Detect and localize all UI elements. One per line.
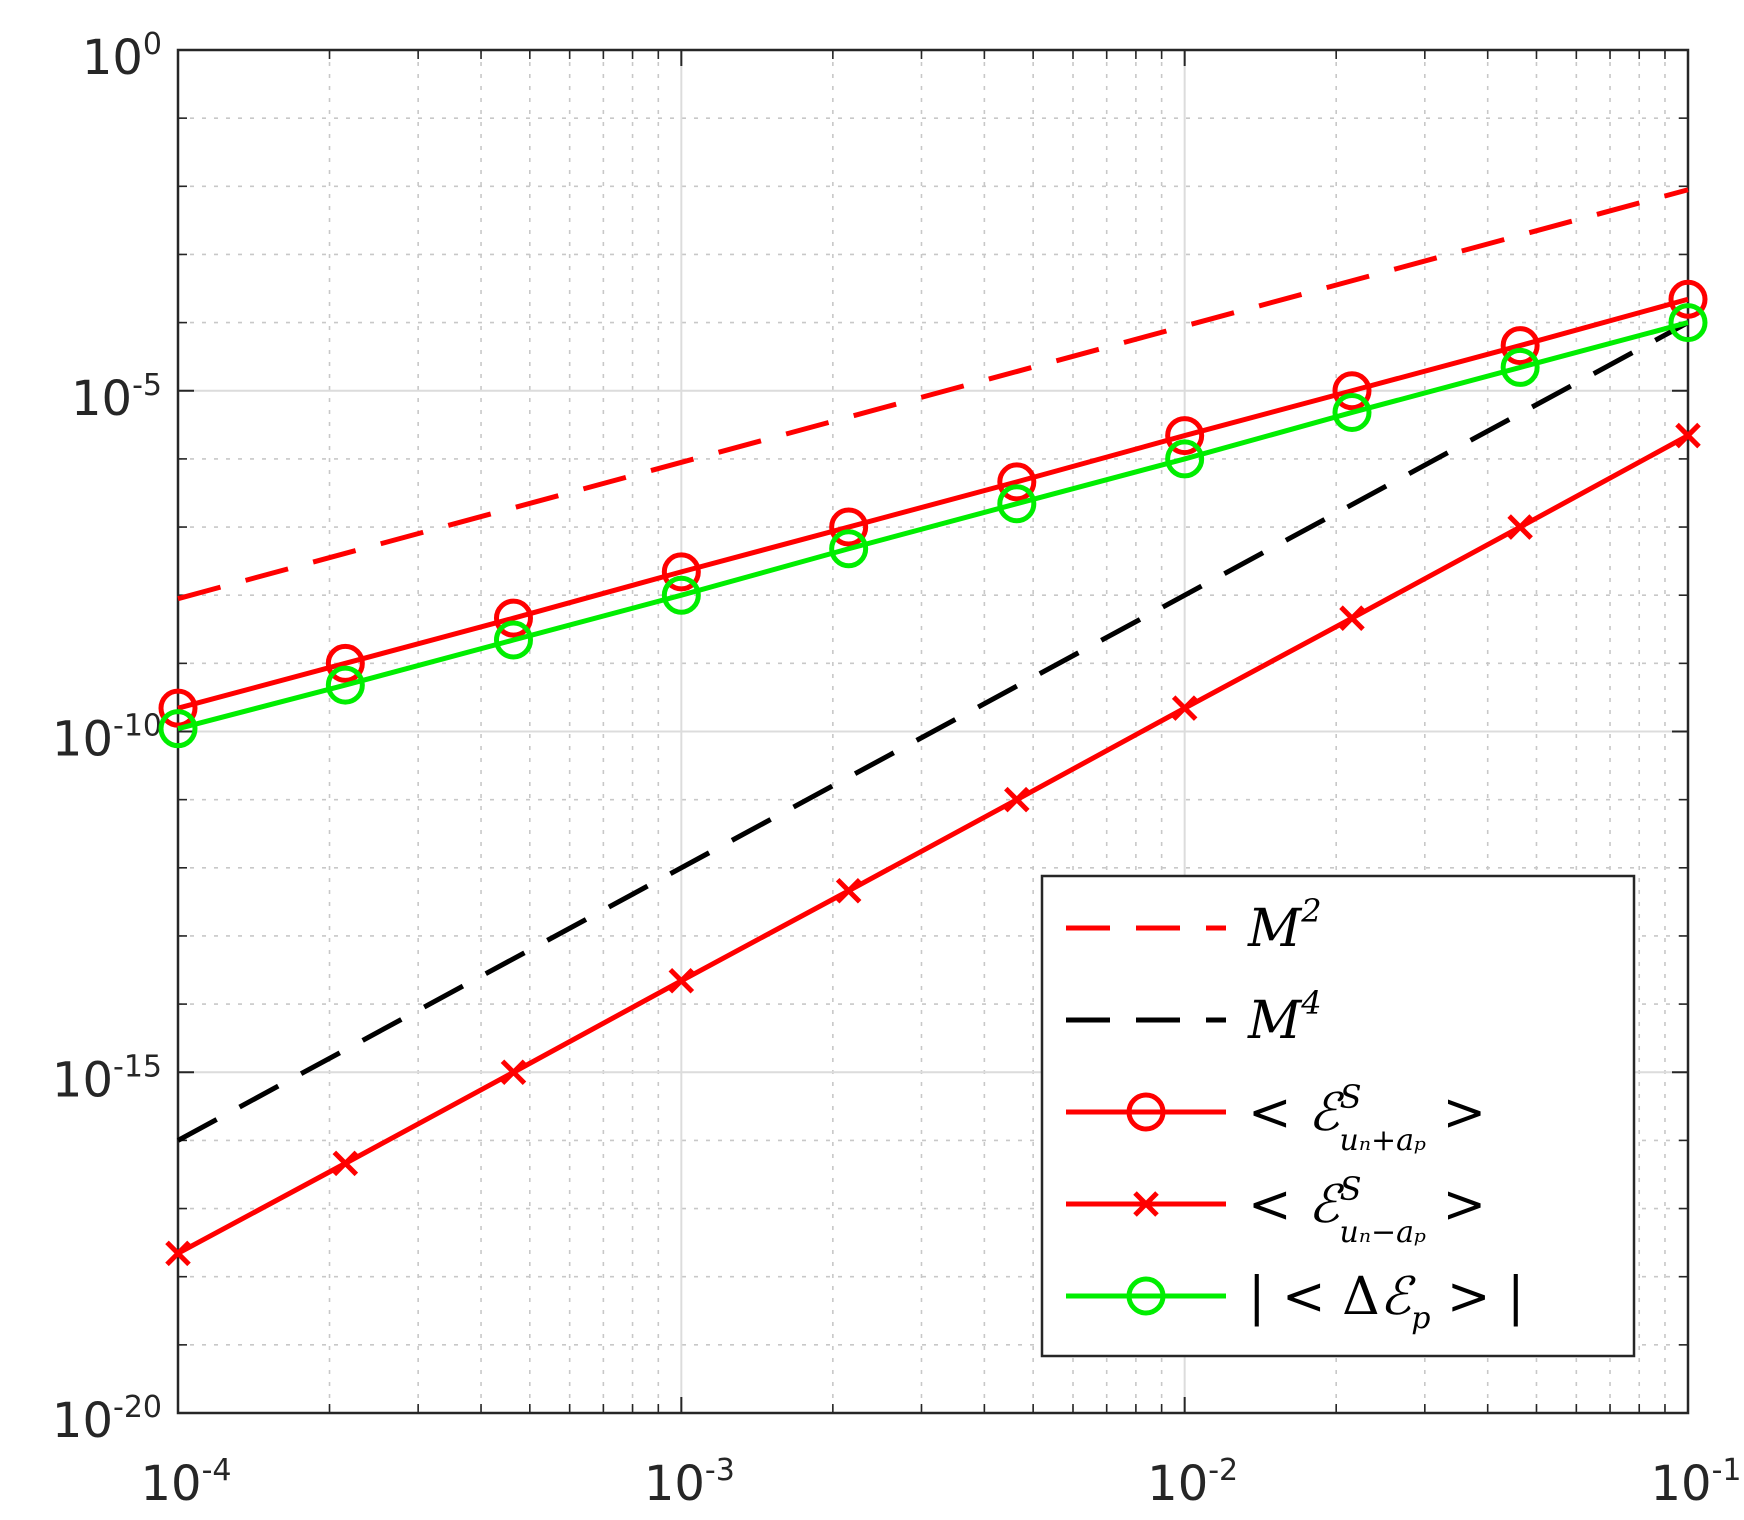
y-tick-label: 10-15 [52,1049,162,1108]
legend-label-delta: | < Δℰp > | [1248,1267,1525,1336]
data-point-plus [661,552,701,592]
data-point-plus [158,688,198,728]
data-point-plus [997,462,1037,502]
series-line-m2 [177,187,1689,602]
series-m2 [177,187,1689,602]
data-point-minus [332,1150,359,1177]
x-tick-label: 10-3 [644,1453,735,1512]
x-tick-label: 10-4 [141,1453,232,1512]
y-tick-label: 10-10 [52,709,162,768]
data-point-delta [661,575,701,615]
legend-label-minus: < ℰS uₙ−aₚ > [1248,1170,1486,1250]
y-tick-label: 10-20 [52,1390,162,1449]
data-point-plus [1332,371,1372,411]
data-point-delta [1668,303,1708,343]
x-tick-label: 10-2 [1147,1453,1238,1512]
series-delta [158,303,1708,749]
data-point-delta [1165,439,1205,479]
y-tick-label: 100 [82,27,162,86]
data-point-plus [493,598,533,638]
data-point-delta [493,620,533,660]
legend-label-m2: M2 [1247,892,1322,959]
data-point-plus [1500,326,1540,366]
legend-label-plus: < ℰS uₙ+aₚ > [1248,1078,1486,1158]
x-axis-tick-labels: 10-4 10-3 10-2 10-1 [141,1453,1742,1512]
data-point-minus [668,967,695,994]
series-line-delta [177,320,1689,732]
data-point-minus [1675,422,1701,449]
legend-box [1040,874,1636,1358]
data-point-minus [500,1059,527,1086]
data-point-plus [829,507,869,547]
legend-marker-plus [1126,1092,1166,1132]
series-line-m4 [176,320,1690,1143]
series-line-minus [176,433,1690,1256]
legend: M2 M4 < ℰS uₙ+aₚ > < ℰS uₙ−aₚ > | < Δℰp > | [1040,874,1636,1358]
data-point-delta [997,484,1037,524]
series-m4 [176,320,1690,1143]
legend-marker-minus [1133,1191,1159,1217]
data-point-plus [325,643,365,683]
legend-entry-plus: < ℰS uₙ+aₚ > [1066,1078,1486,1158]
series-layer [158,187,1708,1267]
data-point-delta [829,529,869,569]
legend-label-m4: M4 [1247,984,1322,1051]
y-axis-tick-labels: 100 10-5 10-10 10-15 10-20 [52,27,162,1449]
legend-entry-m2: M2 [1066,892,1322,959]
data-point-minus [1507,514,1533,540]
series-plus [158,279,1708,728]
legend-entry-minus: < ℰS uₙ−aₚ > [1066,1170,1486,1250]
series-line-plus [177,296,1689,711]
y-tick-label: 10-5 [71,368,162,427]
data-point-minus [1171,695,1198,721]
data-point-delta [1500,347,1540,387]
data-point-delta [158,709,198,749]
data-point-minus [1004,786,1030,813]
data-point-delta [325,665,365,705]
legend-entry-delta: | < Δℰp > | [1066,1267,1525,1336]
data-point-plus [1165,416,1205,456]
axis-ticks [177,49,1689,1414]
data-point-minus [165,1240,191,1267]
legend-entry-m4: M4 [1066,984,1322,1051]
legend-marker-delta [1126,1276,1166,1316]
data-point-plus [1668,279,1708,319]
data-point-minus [835,878,862,904]
data-point-delta [1332,392,1372,432]
series-minus [165,422,1701,1267]
x-tick-label: 10-1 [1651,1453,1742,1512]
data-point-minus [1339,605,1365,631]
